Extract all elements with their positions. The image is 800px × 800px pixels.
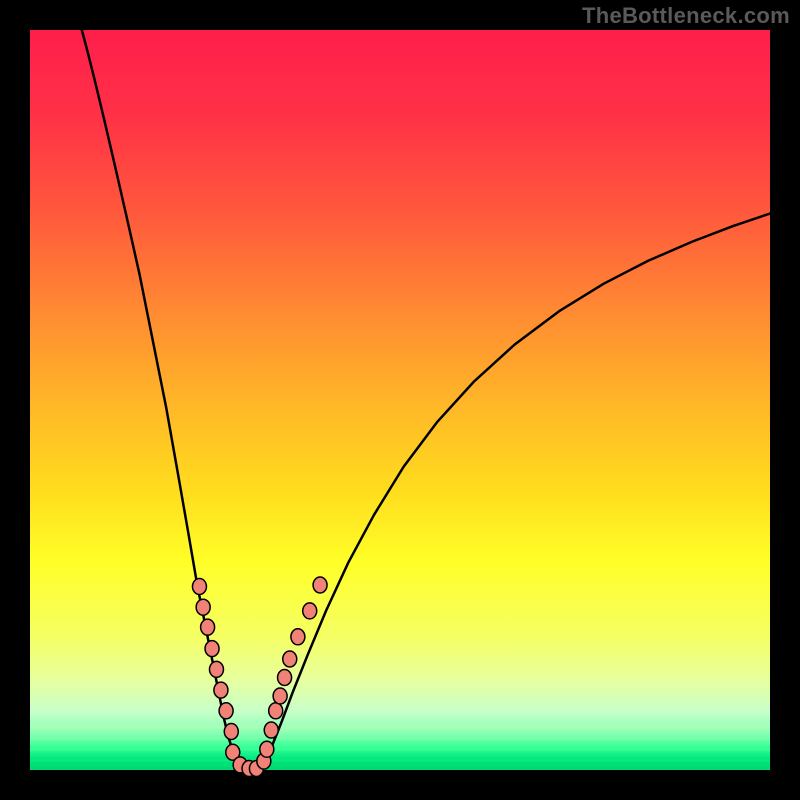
data-marker	[260, 741, 274, 757]
data-marker	[205, 641, 219, 657]
curve-left-branch	[82, 30, 244, 770]
data-marker	[291, 629, 305, 645]
data-marker	[269, 703, 283, 719]
data-marker	[303, 603, 317, 619]
data-marker	[196, 599, 210, 615]
data-marker	[283, 651, 297, 667]
data-marker	[201, 619, 215, 635]
chart-frame: TheBottleneck.com	[0, 0, 800, 800]
data-marker	[278, 670, 292, 686]
curve-paths	[82, 30, 770, 770]
data-marker	[192, 578, 206, 594]
watermark-text: TheBottleneck.com	[582, 3, 790, 29]
curve-right-branch	[260, 214, 770, 770]
data-marker	[224, 724, 238, 740]
data-marker	[264, 722, 278, 738]
plot-area	[30, 30, 770, 770]
data-marker	[313, 577, 327, 593]
data-marker	[219, 703, 233, 719]
data-marker	[273, 688, 287, 704]
data-marker	[214, 682, 228, 698]
data-markers	[192, 577, 327, 777]
curves-layer	[30, 30, 770, 770]
data-marker	[209, 661, 223, 677]
